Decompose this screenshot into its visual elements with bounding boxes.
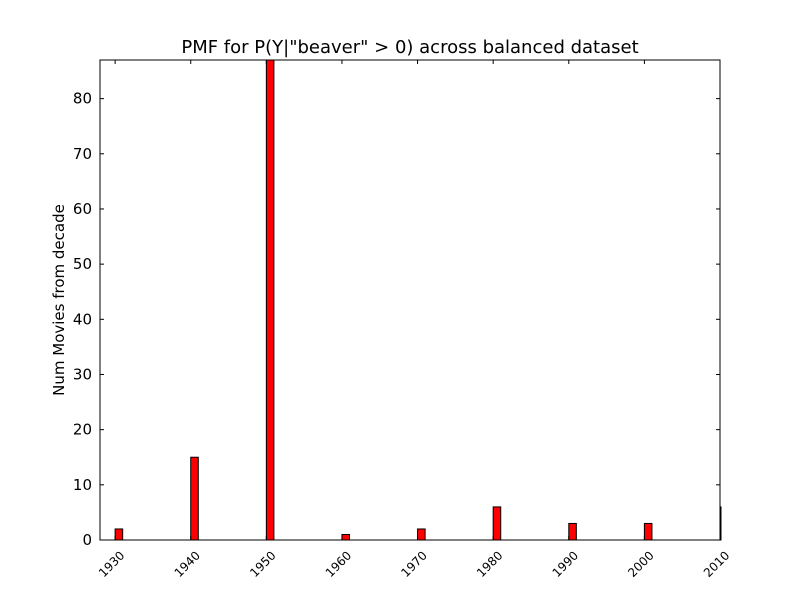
bar-1970: [417, 528, 426, 541]
bar-1930: [114, 528, 124, 541]
ytick-label-40: 40: [73, 310, 92, 328]
bar-1960: [341, 533, 351, 541]
bar-1990: [568, 522, 577, 541]
bar-1950: [265, 59, 275, 541]
plot-frame: [99, 59, 721, 541]
ytick-label-0: 0: [82, 531, 92, 549]
ytick-label-60: 60: [73, 200, 92, 218]
ytick-label-80: 80: [73, 90, 92, 108]
ytick-label-20: 20: [73, 421, 92, 439]
bar-1940: [190, 456, 199, 541]
bar-1980: [492, 506, 502, 541]
bar-2000: [643, 522, 653, 541]
ytick-label-70: 70: [73, 145, 92, 163]
ytick-label-50: 50: [73, 255, 92, 273]
y-axis-label: Num Movies from decade: [50, 204, 68, 396]
ytick-label-30: 30: [73, 365, 92, 383]
ytick-label-10: 10: [73, 476, 92, 494]
chart-title: PMF for P(Y|"beaver" > 0) across balance…: [181, 37, 638, 58]
